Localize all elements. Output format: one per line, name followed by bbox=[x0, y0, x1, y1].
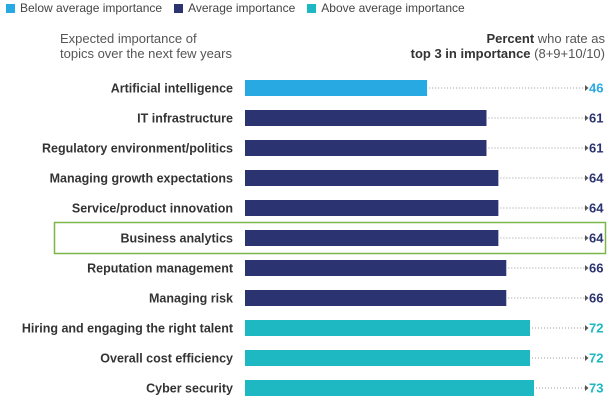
legend-label-average: Average importance bbox=[188, 1, 296, 15]
leader-arrow-reputation-management bbox=[585, 265, 589, 271]
bar-managing-growth-expectations bbox=[245, 170, 499, 186]
value-heading-rest-2: (8+9+10/10) bbox=[530, 46, 605, 61]
category-label-hiring-and-engaging-the-right-talent: Hiring and engaging the right talent bbox=[22, 322, 234, 336]
leader-arrow-managing-risk bbox=[585, 295, 589, 301]
bar-it-infrastructure bbox=[245, 110, 487, 126]
leader-arrow-hiring-and-engaging-the-right-talent bbox=[585, 325, 589, 331]
category-label-artificial-intelligence: Artificial intelligence bbox=[111, 82, 233, 96]
leader-arrow-artificial-intelligence bbox=[585, 85, 589, 91]
legend-swatch-average bbox=[174, 3, 184, 13]
category-label-service-product-innovation: Service/product innovation bbox=[72, 202, 233, 216]
bar-artificial-intelligence bbox=[245, 80, 428, 96]
leader-arrow-service-product-innovation bbox=[585, 205, 589, 211]
bar-reputation-management bbox=[245, 260, 507, 276]
category-label-regulatory-environment-politics: Regulatory environment/politics bbox=[42, 142, 233, 156]
value-label-overall-cost-efficiency: 72 bbox=[589, 351, 603, 366]
bar-regulatory-environment-politics bbox=[245, 140, 487, 156]
value-label-cyber-security: 73 bbox=[589, 381, 603, 396]
legend-swatch-below bbox=[6, 3, 15, 13]
legend-item-above: Above average importance bbox=[307, 1, 465, 15]
bar-business-analytics bbox=[245, 230, 499, 246]
category-heading-line-2: topics over the next few years bbox=[60, 46, 232, 61]
leader-arrow-regulatory-environment-politics bbox=[585, 145, 589, 151]
value-label-reputation-management: 66 bbox=[589, 261, 603, 276]
value-label-artificial-intelligence: 46 bbox=[589, 81, 603, 96]
legend-item-below: Below average importance bbox=[6, 1, 162, 15]
value-label-managing-growth-expectations: 64 bbox=[589, 171, 604, 186]
category-label-overall-cost-efficiency: Overall cost efficiency bbox=[100, 352, 233, 366]
legend-item-average: Average importance bbox=[174, 1, 295, 15]
value-label-business-analytics: 64 bbox=[589, 231, 604, 246]
leader-arrow-overall-cost-efficiency bbox=[585, 355, 589, 361]
highlight-box-business-analytics bbox=[53, 221, 607, 255]
bar-overall-cost-efficiency bbox=[245, 350, 531, 366]
category-label-it-infrastructure: IT infrastructure bbox=[137, 112, 233, 126]
value-heading-bold-2: top 3 in importance bbox=[410, 46, 531, 61]
bar-hiring-and-engaging-the-right-talent bbox=[245, 320, 531, 336]
value-label-managing-risk: 66 bbox=[589, 291, 603, 306]
category-axis-heading: Expected importance of topics over the n… bbox=[60, 31, 260, 61]
value-heading-line-2: top 3 in importance (8+9+10/10) bbox=[345, 46, 605, 61]
value-label-regulatory-environment-politics: 61 bbox=[589, 141, 603, 156]
bar-service-product-innovation bbox=[245, 200, 499, 216]
legend: Below average importance Average importa… bbox=[6, 1, 477, 15]
value-heading-rest-1: who rate as bbox=[534, 31, 605, 46]
leader-arrow-managing-growth-expectations bbox=[585, 175, 589, 181]
category-label-cyber-security: Cyber security bbox=[146, 382, 233, 396]
leader-arrow-business-analytics bbox=[585, 235, 589, 241]
legend-label-below: Below average importance bbox=[20, 1, 163, 15]
category-label-managing-risk: Managing risk bbox=[149, 292, 233, 306]
value-heading-line-1: Percent who rate as bbox=[345, 31, 605, 46]
leader-arrow-it-infrastructure bbox=[585, 115, 589, 121]
category-heading-line-1: Expected importance of bbox=[60, 31, 197, 46]
value-axis-heading: Percent who rate as top 3 in importance … bbox=[345, 31, 605, 61]
category-label-business-analytics: Business analytics bbox=[120, 232, 233, 246]
bar-cyber-security bbox=[245, 380, 534, 396]
value-label-hiring-and-engaging-the-right-talent: 72 bbox=[589, 321, 603, 336]
legend-label-above: Above average importance bbox=[321, 1, 465, 15]
leader-arrow-cyber-security bbox=[585, 385, 589, 391]
legend-swatch-above bbox=[307, 3, 317, 13]
category-label-managing-growth-expectations: Managing growth expectations bbox=[50, 172, 233, 186]
bar-managing-risk bbox=[245, 290, 507, 306]
value-label-service-product-innovation: 64 bbox=[589, 201, 604, 216]
value-label-it-infrastructure: 61 bbox=[589, 111, 603, 126]
category-label-reputation-management: Reputation management bbox=[87, 262, 234, 276]
value-heading-bold-1: Percent bbox=[486, 31, 535, 46]
